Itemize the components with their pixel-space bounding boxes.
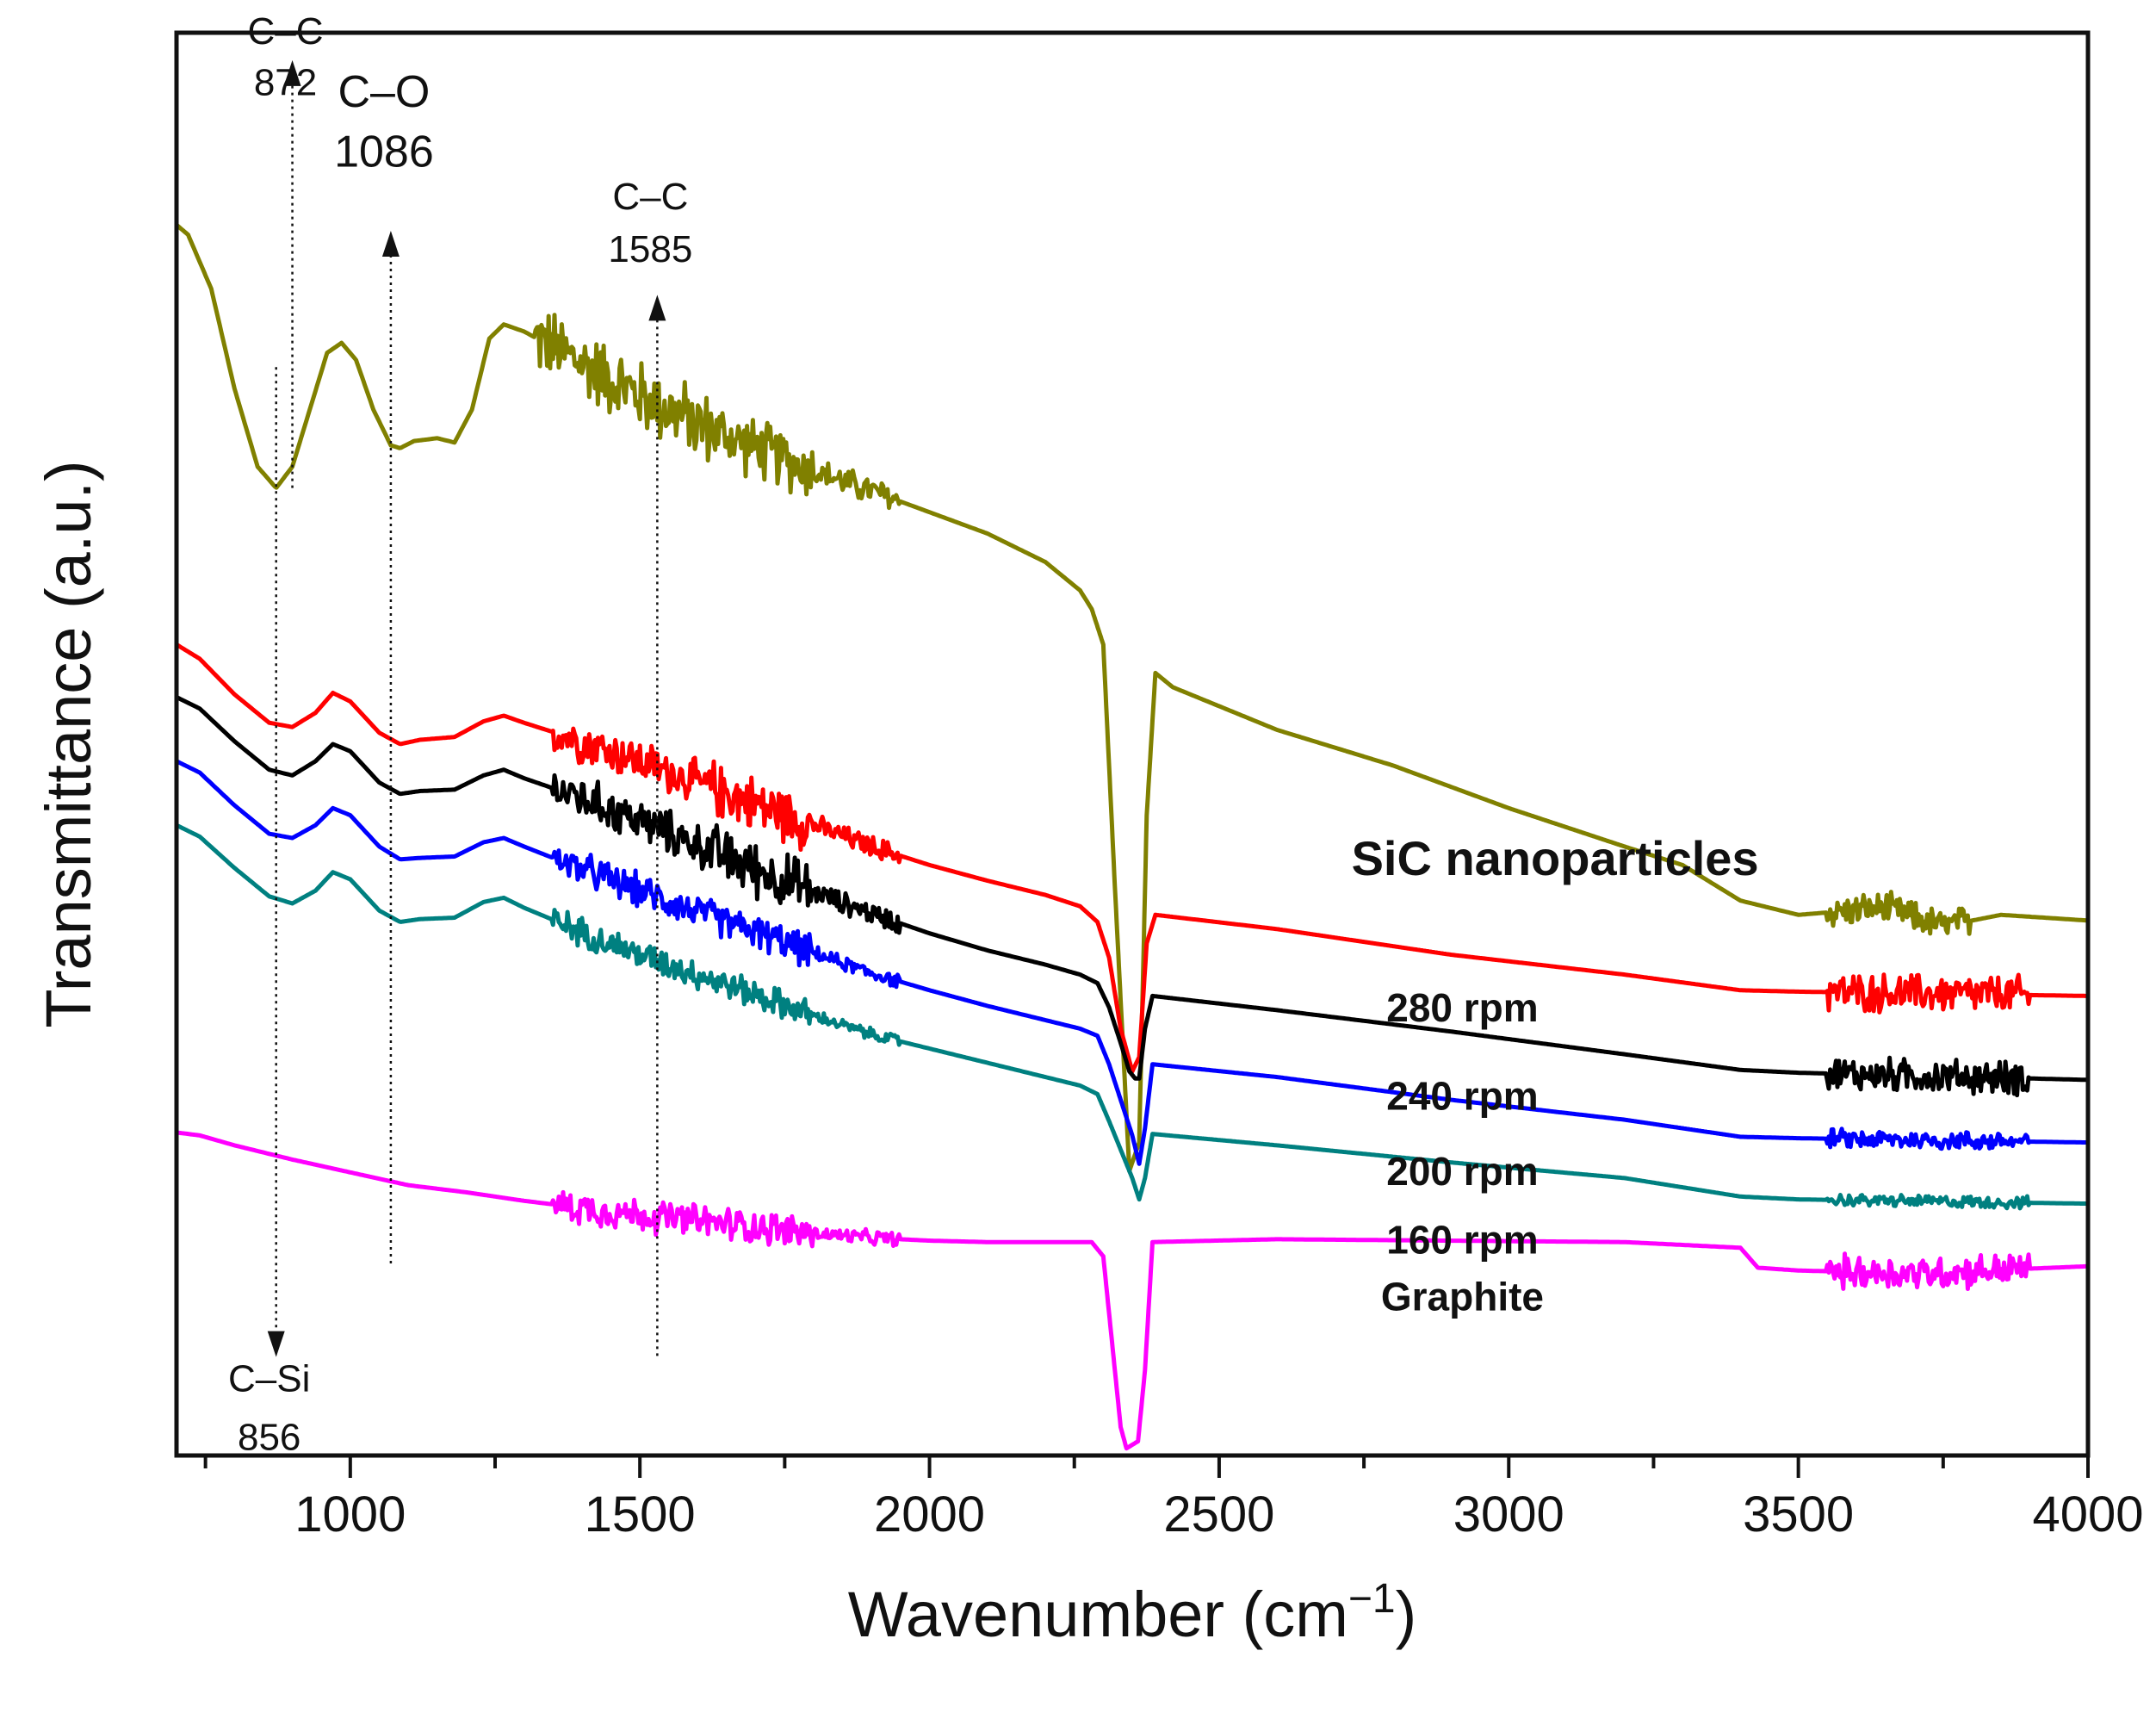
- annotation-wavenumber-label: 1585: [608, 228, 692, 270]
- annotation-bond-label: C–Si: [228, 1358, 310, 1400]
- x-axis-title-close: ): [1396, 1579, 1417, 1650]
- x-tick-label: 3000: [1453, 1486, 1564, 1542]
- arrow-up-icon: [283, 59, 301, 86]
- series-labels: SiC nanoparticles 280 rpm 240 rpm 200 rpm 16…: [1352, 831, 1759, 1319]
- annotation-wavenumber-label: 872: [254, 62, 317, 104]
- annotation-wavenumber-label: 856: [238, 1416, 300, 1458]
- series-label: SiC nanoparticles: [1352, 831, 1759, 885]
- x-axis-title: Wavenumber (cm−1): [848, 1576, 1417, 1650]
- series-line-240-rpm: [175, 695, 2089, 1098]
- x-tick-label: 3500: [1743, 1486, 1854, 1542]
- series-label: Graphite: [1381, 1274, 1544, 1319]
- series-label: 280 rpm: [1386, 985, 1538, 1030]
- series-line-160-rpm: [175, 822, 2089, 1211]
- x-tick-label: 2500: [1163, 1486, 1274, 1542]
- y-axis-title: Transmittance (a.u.): [33, 460, 104, 1027]
- plot-frame: [174, 30, 2091, 1458]
- x-axis: 1000 1500 2000 2500 3000 3500 4000: [203, 1455, 2144, 1542]
- peak-annotations: C–C 872 C–O 1086 C–C 1585 C–Si 856: [228, 10, 692, 1458]
- x-axis-title-superscript: −1: [1348, 1576, 1396, 1622]
- annotation-wavenumber-label: 1086: [334, 127, 434, 177]
- annotation-bond-label: C–O: [338, 67, 430, 117]
- series-line-sic-nanoparticles: [175, 223, 2089, 1174]
- series-label: 200 rpm: [1386, 1149, 1538, 1194]
- x-tick-label: 4000: [2032, 1486, 2143, 1542]
- arrow-up-icon: [381, 231, 400, 258]
- series-label: 240 rpm: [1386, 1074, 1538, 1119]
- x-tick-label: 1500: [585, 1486, 696, 1542]
- arrow-down-icon: [267, 1331, 285, 1357]
- series-line-200-rpm: [175, 759, 2089, 1166]
- annotation-bond-label: C–C: [248, 10, 324, 53]
- plot-area: [175, 223, 2089, 1451]
- x-axis-title-main: Wavenumber (cm: [848, 1579, 1348, 1650]
- series-label: 160 rpm: [1386, 1217, 1538, 1262]
- series-line-280-rpm: [175, 642, 2089, 1074]
- arrow-up-icon: [648, 295, 666, 321]
- series-line-graphite: [176, 1130, 2089, 1451]
- x-tick-label: 1000: [294, 1486, 406, 1542]
- annotation-bond-label: C–C: [612, 176, 688, 218]
- x-tick-label: 2000: [874, 1486, 985, 1542]
